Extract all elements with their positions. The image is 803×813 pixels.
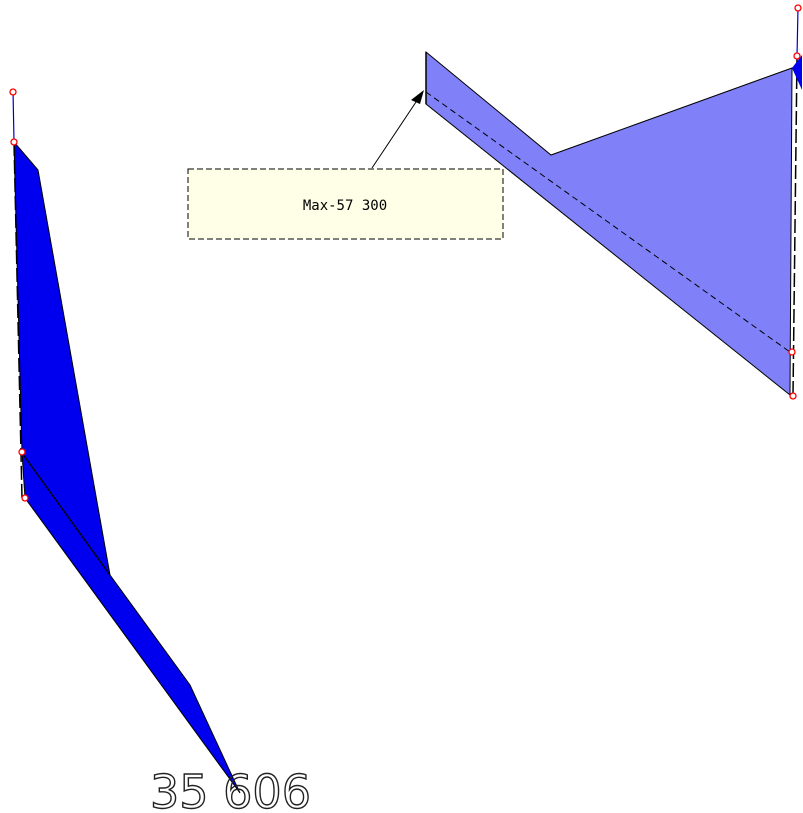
callout-box	[187, 168, 504, 240]
right-diagram-dashed-line	[425, 91, 791, 353]
node-marker	[793, 52, 801, 60]
callout-label: Max-57 300	[303, 198, 387, 214]
node-marker	[10, 138, 18, 146]
node-marker	[21, 494, 29, 502]
right-diagram-right-edge	[792, 56, 798, 397]
node-marker	[9, 88, 17, 96]
value-label: 35 606	[150, 765, 311, 813]
left-diagram-baseline	[13, 141, 23, 499]
node-marker	[794, 4, 802, 12]
node-marker	[18, 448, 26, 456]
right-diagram-top-stem	[796, 7, 799, 58]
max-callout: Max-57 300	[187, 90, 504, 240]
node-marker	[788, 348, 796, 356]
left-diagram-top-stem	[12, 89, 15, 143]
right-diagram-edge-fill	[792, 55, 802, 90]
node-marker	[789, 392, 797, 400]
left-diagram-inner-line	[21, 452, 111, 576]
callout-leader-line	[371, 95, 421, 169]
callout-arrowhead	[411, 90, 424, 104]
left-diagram	[9, 88, 241, 794]
left-diagram-lower-fill	[21, 451, 241, 794]
right-diagram	[425, 4, 802, 400]
